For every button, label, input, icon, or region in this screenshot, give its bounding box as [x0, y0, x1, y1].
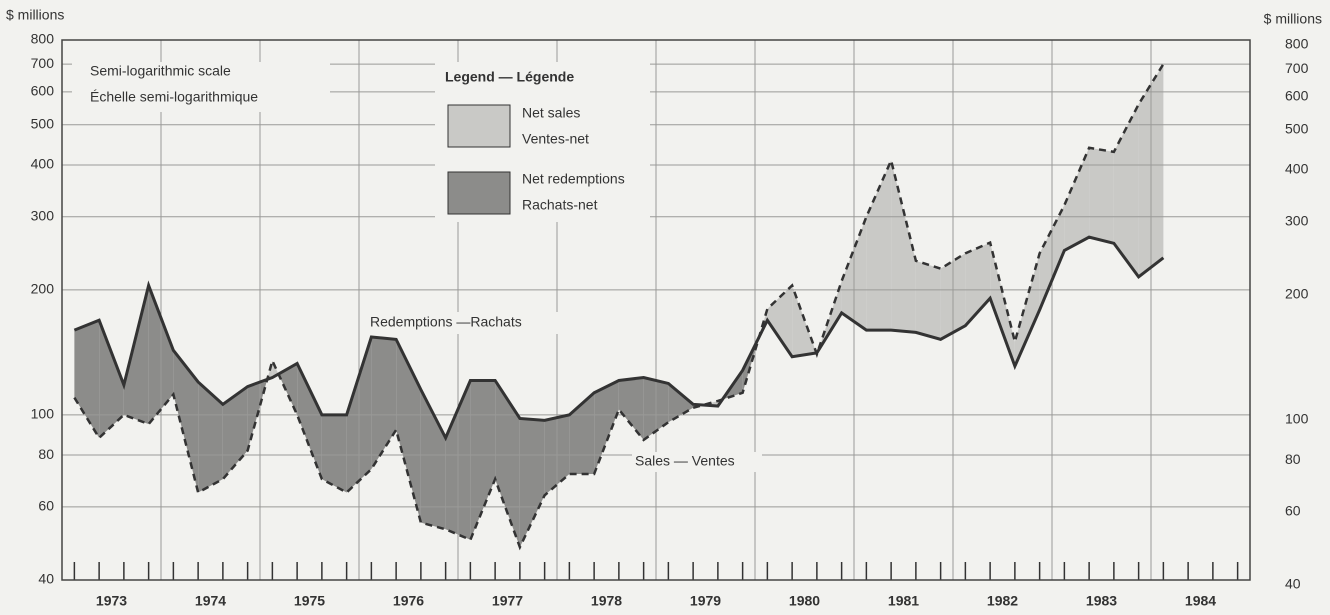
series-line — [73, 63, 1165, 551]
y-tick-label: 600 — [31, 83, 55, 99]
x-tick-label: 1980 — [789, 593, 820, 609]
net-area — [123, 285, 149, 425]
net-area — [668, 383, 694, 423]
net-area — [267, 360, 273, 380]
net-area — [1014, 253, 1040, 367]
y-tick-label: 500 — [31, 115, 55, 131]
y-tick-label: 800 — [31, 31, 55, 47]
legend-label: Net sales — [522, 105, 580, 121]
x-tick-label: 1984 — [1185, 593, 1216, 609]
net-area — [519, 418, 545, 548]
x-tick-label: 1974 — [195, 593, 226, 609]
x-tick-label: 1983 — [1086, 593, 1117, 609]
net-area — [990, 242, 1015, 367]
net-area — [594, 380, 619, 475]
label-bg — [632, 452, 762, 472]
x-tick-label: 1978 — [591, 593, 622, 609]
net-area — [915, 260, 941, 340]
net-area — [618, 377, 644, 440]
legend-title: Legend — Légende — [445, 69, 574, 85]
x-tick-label: 1973 — [96, 593, 127, 609]
y2-tick-label: 600 — [1285, 88, 1309, 104]
net-area — [99, 320, 124, 438]
y-tick-label: 40 — [38, 571, 54, 587]
legend-label: Rachats-net — [522, 197, 598, 213]
legend-swatch — [447, 104, 511, 148]
y2-axis-label: $ millions — [1264, 11, 1322, 27]
series-line — [73, 235, 1165, 442]
net-area — [396, 339, 421, 523]
plot-frame — [61, 39, 1251, 581]
net-area — [1089, 147, 1114, 244]
y-tick-label: 700 — [31, 55, 55, 71]
net-area — [420, 389, 446, 530]
net-area — [1064, 147, 1090, 251]
y2-tick-label: 800 — [1285, 36, 1309, 52]
net-area — [1113, 104, 1139, 277]
y-tick-label: 60 — [38, 498, 54, 514]
legend-swatch — [447, 171, 511, 215]
y-tick-label: 200 — [31, 281, 55, 297]
net-area — [569, 392, 595, 475]
scale-note: Semi-logarithmic scale — [90, 63, 231, 79]
x-tick-label: 1979 — [690, 593, 721, 609]
y2-tick-label: 40 — [1285, 576, 1301, 592]
x-tick-label: 1981 — [888, 593, 919, 609]
legend-label: Ventes-net — [522, 131, 589, 147]
y2-tick-label: 200 — [1285, 286, 1309, 302]
y2-tick-label: 700 — [1285, 60, 1309, 76]
plot-area — [61, 39, 1251, 581]
note-bg — [72, 62, 330, 112]
net-area — [278, 363, 298, 415]
y-tick-label: 300 — [31, 208, 55, 224]
legend-label: Net redemptions — [522, 171, 625, 187]
y-tick-label: 100 — [31, 406, 55, 422]
net-area — [866, 160, 892, 331]
x-tick-label: 1976 — [393, 593, 424, 609]
y2-tick-label: 80 — [1285, 451, 1301, 467]
net-area — [74, 320, 100, 438]
net-area — [173, 350, 199, 493]
net-area — [371, 337, 397, 470]
label-bg — [368, 312, 588, 334]
y2-tick-label: 300 — [1285, 213, 1309, 229]
net-area — [297, 363, 322, 480]
x-tick-label: 1977 — [492, 593, 523, 609]
y2-tick-label: 100 — [1285, 411, 1309, 427]
net-area — [198, 381, 223, 493]
y-tick-label: 400 — [31, 156, 55, 172]
net-area — [495, 380, 520, 548]
y2-tick-label: 500 — [1285, 120, 1309, 136]
y-axis-label: $ millions — [6, 7, 64, 23]
series-label: Redemptions —Rachats — [370, 314, 522, 330]
y2-tick-label: 400 — [1285, 161, 1309, 177]
net-area — [470, 380, 496, 540]
net-area — [321, 414, 347, 493]
scale-note: Échelle semi-logarithmique — [90, 89, 258, 105]
y-tick-label: 80 — [38, 446, 54, 462]
series-label: Sales — Ventes — [635, 453, 735, 469]
x-tick-label: 1975 — [294, 593, 325, 609]
y2-tick-label: 60 — [1285, 503, 1301, 519]
x-tick-label: 1982 — [987, 593, 1018, 609]
